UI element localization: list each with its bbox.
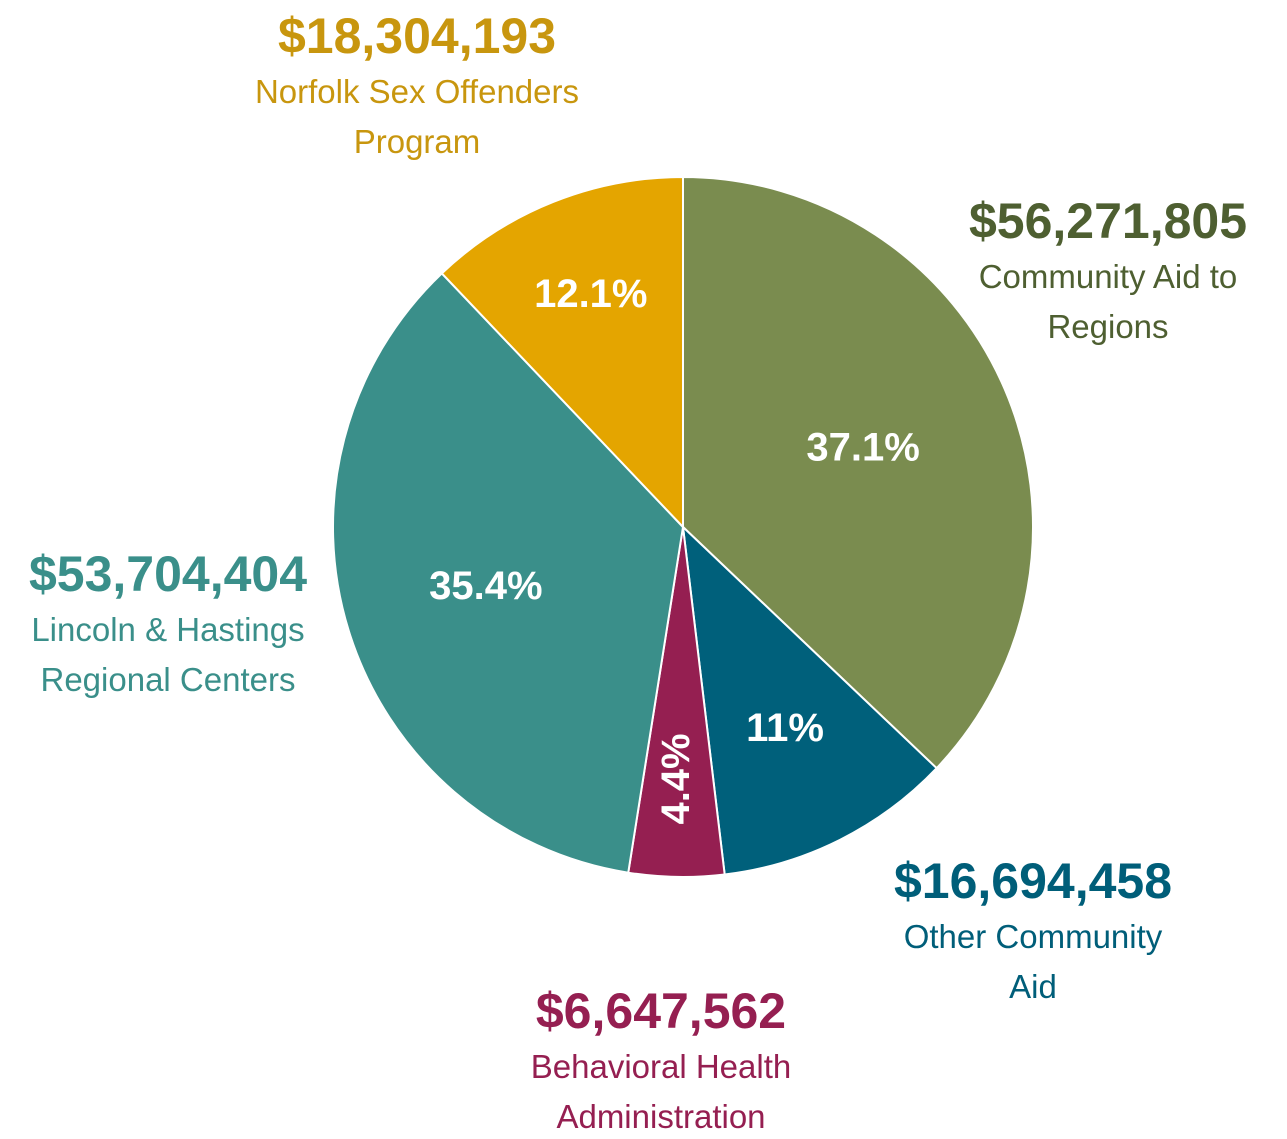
amount-label: $18,304,193 xyxy=(277,8,557,64)
slice-label: $56,271,805 Community Aid to Regions xyxy=(938,190,1278,352)
category-label: Lincoln & Hastings Regional Centers xyxy=(31,611,305,698)
category-label: Community Aid to Regions xyxy=(978,258,1238,345)
slice-label: $53,704,404 Lincoln & Hastings Regional C… xyxy=(0,543,338,705)
pie-slice xyxy=(440,175,684,530)
percent-label: 35.4% xyxy=(429,564,542,608)
amount-label: $16,694,458 xyxy=(893,853,1173,909)
amount-label: $56,271,805 xyxy=(968,193,1248,249)
percent-label: 37.1% xyxy=(806,425,919,469)
percent-label: 11% xyxy=(746,706,824,750)
slice-label: $18,304,193 Norfolk Sex Offenders Program xyxy=(222,5,612,167)
category-label: Norfolk Sex Offenders Program xyxy=(254,73,580,160)
amount-label: $53,704,404 xyxy=(28,546,308,602)
amount-label: $6,647,562 xyxy=(535,983,787,1039)
slice-label: $6,647,562 Behavioral Health Administrati… xyxy=(491,980,831,1139)
pie-slice xyxy=(682,175,1034,770)
category-label: Other Community Aid xyxy=(903,918,1163,1005)
pie-slice xyxy=(332,271,685,874)
slice-label: $16,694,458 Other Community Aid xyxy=(883,850,1183,1012)
category-label: Behavioral Health Administration xyxy=(530,1048,792,1135)
pie-slice xyxy=(681,524,939,876)
percent-label: 4.4% xyxy=(654,733,698,824)
percent-label: 12.1% xyxy=(534,272,647,316)
